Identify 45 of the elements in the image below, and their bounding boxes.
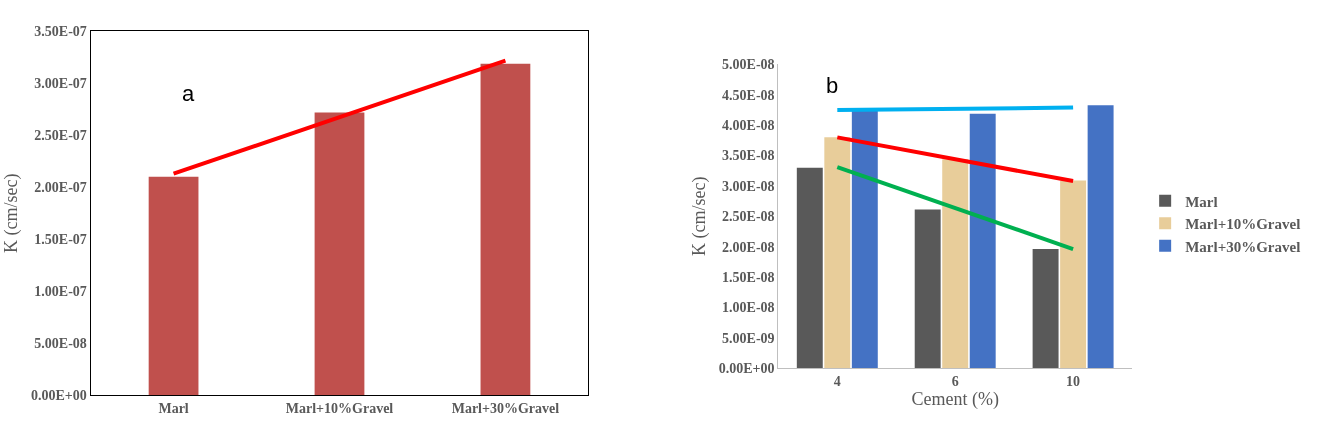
y-tick-label: 2.50E-07 (34, 128, 87, 144)
bar (942, 159, 969, 369)
y-tick-label: 2.00E-08 (722, 239, 775, 255)
y-tick-label: 1.00E-08 (722, 300, 775, 316)
x-tick-label: 4 (833, 373, 841, 389)
bar (796, 167, 823, 369)
y-tick-label: 1.50E-08 (722, 269, 775, 285)
y-tick-label: 5.00E-09 (722, 330, 775, 346)
bar (851, 110, 878, 369)
y-tick-label: 2.50E-08 (722, 209, 775, 225)
y-tick-label: 5.00E-08 (722, 57, 775, 73)
y-tick-label: 0.00E+00 (718, 360, 775, 376)
y-tick-label: 3.50E-08 (722, 148, 775, 164)
bar (1087, 105, 1114, 369)
bar (148, 176, 199, 395)
x-tick-label: Marl+30%Gravel (451, 400, 560, 416)
legend-label: Marl (1185, 193, 1218, 210)
x-tick-label: Marl+10%Gravel (285, 400, 394, 416)
bar (969, 113, 996, 369)
x-tick-label: 10 (1066, 373, 1081, 389)
x-axis-title: Cement (%) (911, 388, 999, 410)
y-tick-label: 1.00E-07 (34, 283, 87, 299)
y-tick-label: 5.00E-08 (34, 335, 87, 351)
bar (314, 112, 365, 395)
y-axis-title: K (cm/sec) (1, 173, 23, 253)
y-tick-label: 3.00E-07 (34, 76, 87, 92)
legend-label: Marl+10%Gravel (1185, 216, 1301, 233)
annotation: a (182, 81, 195, 106)
y-tick-label: 4.00E-08 (722, 118, 775, 134)
bar (1060, 180, 1087, 369)
y-axis-title: K (cm/sec) (688, 176, 710, 257)
x-tick-label: Marl (158, 400, 189, 416)
y-tick-label: 4.50E-08 (722, 87, 775, 103)
bar (824, 137, 851, 369)
y-tick-label: 0.00E+00 (30, 387, 87, 403)
y-tick-label: 1.50E-07 (34, 232, 87, 248)
y-tick-label: 2.00E-07 (34, 180, 87, 196)
bar (1032, 249, 1059, 369)
y-tick-label: 3.00E-08 (722, 178, 775, 194)
x-tick-label: 6 (951, 373, 959, 389)
bar (914, 209, 941, 369)
bar (480, 63, 531, 395)
legend-label: Marl+30%Gravel (1185, 238, 1301, 255)
annotation: b (826, 73, 839, 98)
y-tick-label: 3.50E-07 (34, 24, 87, 40)
